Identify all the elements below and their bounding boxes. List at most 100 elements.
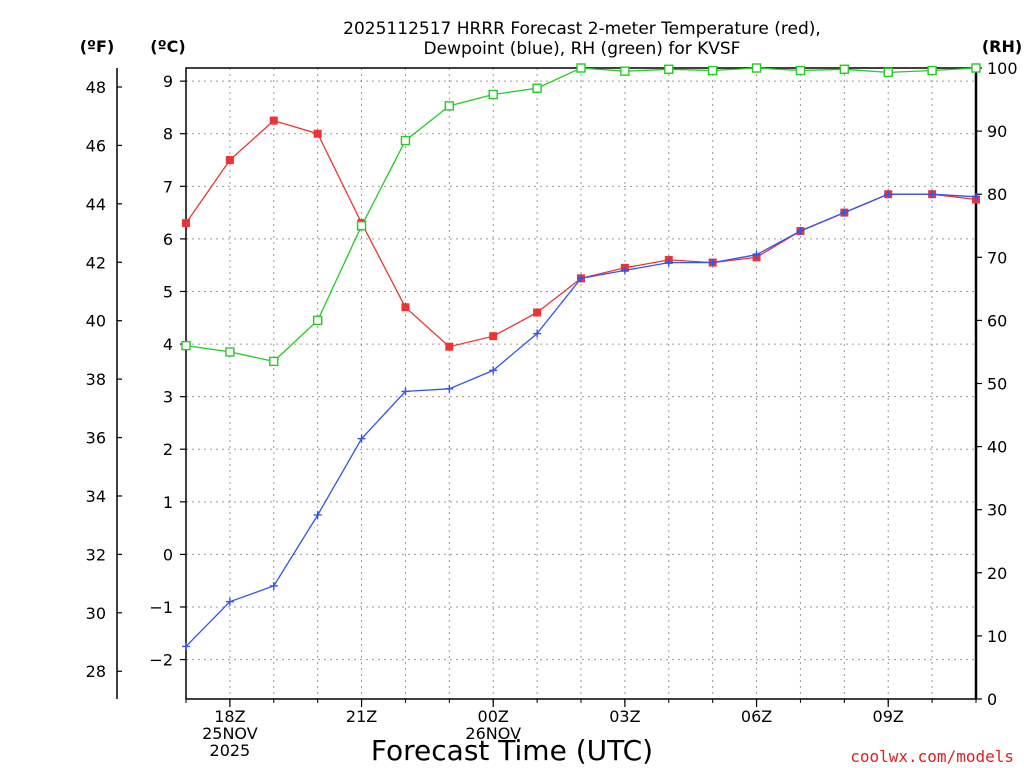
- rh-tick-label: 0: [987, 690, 997, 709]
- credit-label: coolwx.com/models: [850, 747, 1014, 766]
- rh-point: [883, 67, 893, 78]
- temperature-point: [489, 332, 498, 341]
- celsius-tick-label: −1: [149, 598, 173, 617]
- fahrenheit-tick-label: 32: [86, 545, 106, 564]
- dewpoint-point: [752, 250, 761, 259]
- temperature-point: [445, 342, 454, 351]
- rh-point: [312, 315, 323, 326]
- rh-tick-label: 100: [987, 59, 1018, 78]
- rh-point: [795, 65, 806, 76]
- temperature-point: [269, 116, 278, 125]
- fahrenheit-tick-label: 46: [86, 136, 106, 155]
- celsius-tick-label: 0: [163, 545, 173, 564]
- fahrenheit-tick-label: 40: [86, 312, 106, 331]
- dewpoint-point: [269, 581, 278, 590]
- dewpoint-point: [533, 329, 542, 338]
- x-axis-label: Forecast Time (UTC): [371, 734, 653, 767]
- celsius-tick-label: 5: [163, 282, 173, 301]
- rh-point: [707, 65, 718, 76]
- celsius-tick-label: 2: [163, 440, 173, 459]
- rh-line: [185, 67, 977, 363]
- plot-frame: [185, 67, 977, 700]
- dewpoint-point: [445, 384, 454, 393]
- rh-tick-label: 40: [987, 438, 1007, 457]
- fahrenheit-tick-label: 34: [86, 487, 106, 506]
- dewpoint-point: [357, 434, 366, 443]
- celsius-tick-label: 8: [163, 125, 173, 144]
- celsius-tick-label: 4: [163, 335, 173, 354]
- temperature-point: [182, 219, 190, 228]
- dewpoint-point: [489, 366, 498, 375]
- series: [181, 63, 981, 651]
- celsius-tick-label: 7: [163, 177, 173, 196]
- rh-point: [444, 101, 455, 111]
- x-tick-label: 21Z: [346, 707, 377, 726]
- temperature-point: [533, 308, 542, 317]
- celsius-tick-label: 9: [163, 72, 173, 91]
- dewpoint-point: [225, 597, 234, 606]
- dewpoint-point: [796, 227, 805, 236]
- fahrenheit-tick-label: 38: [86, 370, 106, 389]
- chart-title-line-1: 2025112517 HRRR Forecast 2-meter Tempera…: [343, 19, 821, 39]
- axes: 2830323436384042444648−2−101234567890102…: [86, 59, 1018, 760]
- dewpoint-point: [664, 258, 673, 267]
- rh-point: [971, 63, 981, 73]
- rh-point: [839, 64, 850, 74]
- dewpoint-point: [708, 258, 717, 267]
- dewpoint-point: [972, 192, 980, 201]
- rh-tick-label: 90: [987, 122, 1007, 141]
- rh-point: [181, 340, 191, 351]
- fahrenheit-tick-label: 42: [86, 253, 106, 272]
- x-tick-label: 26NOV: [465, 724, 521, 743]
- chart-title-line-2: Dewpoint (blue), RH (green) for KVSF: [424, 39, 741, 59]
- x-tick-label: 06Z: [741, 707, 772, 726]
- x-tick-label: 25NOV: [202, 724, 258, 743]
- rh-tick-label: 10: [987, 627, 1007, 646]
- temperature-line: [185, 119, 977, 348]
- dewpoint-point: [313, 510, 322, 519]
- temperature-point: [401, 303, 410, 312]
- x-tick-label: 03Z: [609, 707, 640, 726]
- rh-tick-label: 20: [987, 564, 1007, 583]
- rh-point: [751, 63, 762, 73]
- rh-point: [269, 356, 279, 367]
- fahrenheit-unit-label: (ºF): [80, 37, 115, 56]
- temperature-point: [313, 129, 322, 138]
- x-tick-label: 09Z: [873, 707, 904, 726]
- rh-tick-label: 30: [987, 501, 1007, 520]
- rh-point: [400, 135, 411, 146]
- rh-tick-label: 70: [987, 248, 1007, 267]
- dewpoint-point: [840, 208, 849, 217]
- dewpoint-point: [577, 274, 585, 283]
- rh-unit-label: (RH): [982, 37, 1022, 56]
- temperature-point: [225, 156, 234, 165]
- fahrenheit-tick-label: 44: [86, 195, 106, 214]
- rh-point: [225, 347, 235, 357]
- x-tick-label: 2025: [210, 741, 251, 760]
- celsius-tick-label: 6: [163, 230, 173, 249]
- rh-point: [532, 83, 542, 93]
- celsius-tick-label: 1: [163, 493, 173, 512]
- rh-tick-label: 50: [987, 375, 1007, 394]
- dewpoint-point: [928, 190, 937, 199]
- fahrenheit-tick-label: 30: [86, 604, 106, 623]
- rh-tick-label: 80: [987, 185, 1007, 204]
- rh-point: [664, 64, 674, 74]
- grid: [186, 68, 976, 699]
- rh-point: [620, 66, 630, 76]
- celsius-unit-label: (ºC): [150, 37, 185, 56]
- celsius-tick-label: 3: [163, 388, 173, 407]
- x-tick-label: 18Z: [214, 707, 245, 726]
- dewpoint-point: [401, 387, 410, 396]
- dewpoint-point: [182, 642, 190, 651]
- fahrenheit-tick-label: 36: [86, 429, 106, 448]
- rh-point: [576, 63, 586, 73]
- rh-point: [927, 65, 937, 76]
- fahrenheit-tick-label: 28: [86, 662, 106, 681]
- x-tick-label: 00Z: [478, 707, 509, 726]
- rh-point: [356, 221, 367, 231]
- celsius-tick-label: −2: [149, 651, 173, 670]
- rh-tick-label: 60: [987, 311, 1007, 330]
- dewpoint-point: [884, 190, 893, 199]
